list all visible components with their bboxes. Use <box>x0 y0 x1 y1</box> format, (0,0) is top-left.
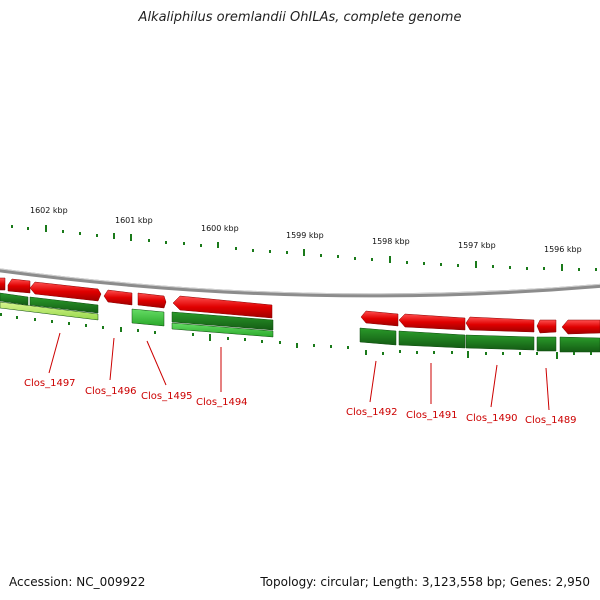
upper-tick-track <box>11 225 597 271</box>
lower-tick-track <box>0 313 592 359</box>
major-tick <box>556 352 558 359</box>
major-tick <box>467 351 469 358</box>
major-tick <box>130 234 132 241</box>
scale-label: 1596 kbp <box>544 245 582 254</box>
gene-labels: Clos_1497 Clos_1496 Clos_1495 Clos_1494 … <box>24 378 577 426</box>
scale-label: 1599 kbp <box>286 231 324 240</box>
gene-label[interactable]: Clos_1495 <box>141 391 193 402</box>
cds-features-left <box>0 292 274 338</box>
scale-labels: 1602 kbp 1601 kbp 1600 kbp 1599 kbp 1598… <box>30 206 582 254</box>
major-tick <box>45 225 47 232</box>
topology-text: Topology: circular; Length: 3,123,558 bp… <box>260 575 590 589</box>
cds-features-right <box>359 327 600 353</box>
major-tick <box>561 264 563 271</box>
gene-label[interactable]: Clos_1497 <box>24 378 76 389</box>
scale-label: 1598 kbp <box>372 237 410 246</box>
gene-label[interactable]: Clos_1496 <box>85 386 137 397</box>
major-tick <box>217 242 219 248</box>
scale-label: 1600 kbp <box>201 224 239 233</box>
major-tick <box>209 334 211 341</box>
scale-label: 1602 kbp <box>30 206 68 215</box>
gene-label[interactable]: Clos_1491 <box>406 410 458 421</box>
major-tick <box>389 256 391 263</box>
scale-label: 1597 kbp <box>458 241 496 250</box>
major-tick <box>113 233 115 239</box>
gene-label[interactable]: Clos_1489 <box>525 415 577 426</box>
major-tick <box>303 249 305 256</box>
gene-label[interactable]: Clos_1494 <box>196 397 248 408</box>
accession-text: Accession: NC_009922 <box>9 575 146 589</box>
genome-title: Alkaliphilus oremlandii OhILAs, complete… <box>138 10 462 25</box>
gene-label[interactable]: Clos_1490 <box>466 413 518 424</box>
genome-backbone <box>0 268 600 298</box>
forward-features-right <box>360 310 600 335</box>
major-tick <box>475 261 477 268</box>
scale-label: 1601 kbp <box>115 216 153 225</box>
gene-label[interactable]: Clos_1492 <box>346 407 398 418</box>
forward-features-left <box>0 277 273 319</box>
gene-leader-lines <box>48 332 550 411</box>
